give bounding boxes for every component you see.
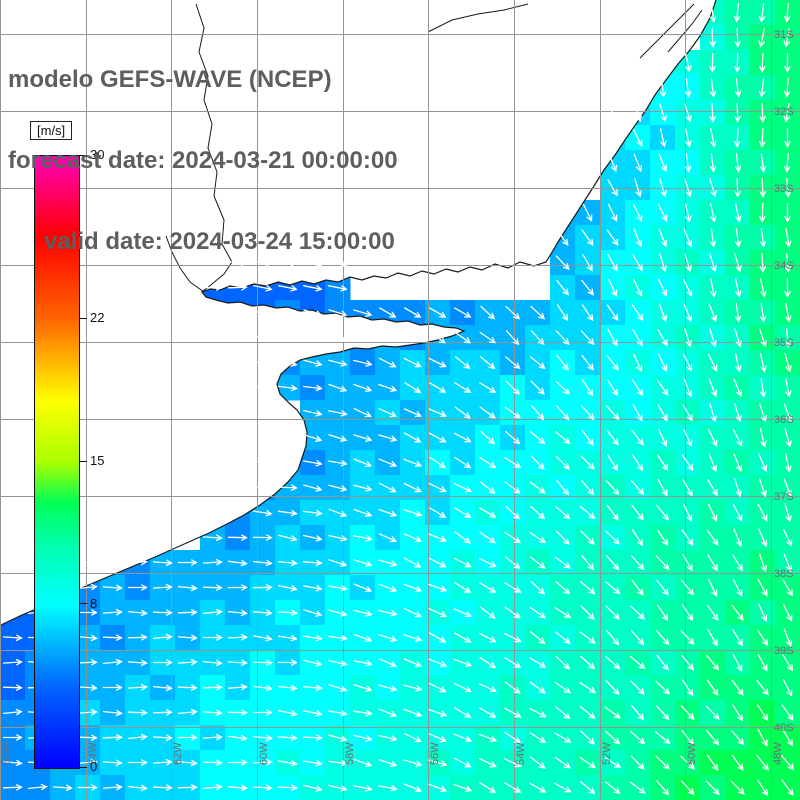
valid-date: valid date: 2024-03-24 15:00:00 bbox=[44, 228, 395, 255]
colorbar-tick bbox=[80, 460, 87, 462]
lon-tick-label: 66W bbox=[1, 742, 13, 765]
lat-tick-label: 38S bbox=[774, 568, 794, 580]
land-fill bbox=[0, 0, 716, 626]
title-block: modelo GEFS-WAVE (NCEP) forecast date: 2… bbox=[8, 12, 398, 309]
colorbar-unit-label: [m/s] bbox=[30, 121, 73, 140]
river-line bbox=[427, 3, 529, 33]
lat-tick-label: 37S bbox=[774, 491, 794, 503]
lat-tick-label: 34S bbox=[774, 260, 794, 272]
tick-labels: 66W 64W 62W 60W 58W 56W 54W 52W 50W 48W 31S 32S 33S 3… bbox=[1, 29, 794, 765]
lat-tick-label: 32S bbox=[774, 106, 794, 118]
colorbar-tick-label: 15 bbox=[90, 453, 105, 468]
lon-tick-label: 62W bbox=[172, 742, 184, 765]
landmass bbox=[0, 0, 717, 627]
river-line bbox=[195, 3, 233, 292]
colorbar-tick bbox=[80, 154, 87, 156]
colorbar: [m/s] 30 22 15 8 0 bbox=[28, 121, 138, 789]
colorbar-tick-label: 22 bbox=[90, 310, 105, 326]
colorbar-gradient bbox=[34, 155, 80, 769]
coastline bbox=[0, 0, 717, 627]
colorbar-tick-label: 0 bbox=[90, 759, 98, 774]
lon-tick-label: 52W bbox=[601, 742, 613, 765]
lat-tick-label: 36S bbox=[774, 414, 794, 426]
colorbar-tick bbox=[80, 317, 87, 319]
lat-tick-label: 33S bbox=[774, 183, 794, 195]
model-title: modelo GEFS-WAVE (NCEP) bbox=[8, 66, 332, 93]
lat-tick-label: 31S bbox=[774, 29, 794, 41]
lon-tick-label: 58W bbox=[344, 742, 356, 765]
lat-tick-label: 39S bbox=[774, 645, 794, 657]
colorbar-tick bbox=[80, 766, 87, 768]
colorbar-tick-label: 8 bbox=[90, 595, 98, 611]
lon-tick-label: 50W bbox=[686, 742, 698, 765]
lon-tick-label: 56W bbox=[429, 742, 441, 765]
lon-tick-label: 48W bbox=[772, 742, 784, 765]
river-line bbox=[165, 235, 205, 293]
forecast-date: forecast date: 2024-03-21 00:00:00 bbox=[8, 147, 398, 174]
colorbar-tick-label: 30 bbox=[90, 147, 105, 162]
lat-tick-label: 35S bbox=[774, 337, 794, 349]
lon-tick-label: 64W bbox=[87, 742, 99, 765]
lat-tick-label: 40S bbox=[774, 722, 794, 734]
lon-tick-label: 54W bbox=[515, 742, 527, 765]
lon-tick-label: 60W bbox=[258, 742, 270, 765]
colorbar-tick bbox=[80, 603, 87, 605]
